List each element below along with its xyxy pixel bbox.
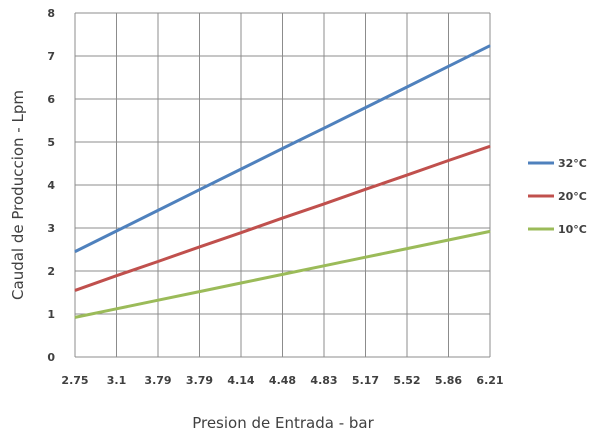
data-point xyxy=(157,261,159,263)
tick-labels: 0 1 2 3 4 5 6 7 8 2.75 3.1 3.79 3.79 4.14 4.48 4.83 5.17… xyxy=(47,7,503,387)
y-tick-label: 3 xyxy=(47,222,55,235)
legend-label: 10°C xyxy=(558,223,587,236)
y-tick-label: 2 xyxy=(47,265,55,278)
data-point xyxy=(74,289,76,291)
data-point xyxy=(323,203,325,205)
x-tick-label: 5.86 xyxy=(435,374,462,387)
x-tick-label: 3.79 xyxy=(186,374,213,387)
y-tick-label: 7 xyxy=(47,50,55,63)
data-point xyxy=(365,107,366,109)
legend-label: 20°C xyxy=(558,190,587,203)
y-tick-label: 4 xyxy=(47,179,55,192)
data-point xyxy=(365,188,366,190)
y-tick-label: 8 xyxy=(47,7,55,20)
y-tick-label: 0 xyxy=(47,351,55,364)
data-point xyxy=(323,265,325,267)
data-point xyxy=(448,159,449,161)
x-tick-label: 5.52 xyxy=(393,374,420,387)
data-point xyxy=(157,209,159,211)
x-axis-label: Presion de Entrada - bar xyxy=(192,414,374,432)
data-point xyxy=(489,145,491,147)
y-tick-label: 5 xyxy=(47,136,55,149)
data-point xyxy=(323,127,325,129)
data-point xyxy=(240,232,242,234)
data-point xyxy=(157,299,159,301)
x-tick-label: 4.14 xyxy=(227,374,254,387)
legend-label: 32°C xyxy=(558,157,587,170)
legend: 32°C 20°C 10°C xyxy=(528,157,587,236)
y-axis-label: Caudal de Produccion - Lpm xyxy=(9,90,27,300)
data-point xyxy=(116,230,117,232)
x-tick-label: 4.83 xyxy=(310,374,337,387)
data-point xyxy=(282,273,283,275)
data-point xyxy=(74,251,76,253)
data-point xyxy=(240,282,242,284)
data-point xyxy=(116,308,117,310)
x-tick-label: 6.21 xyxy=(476,374,503,387)
x-tick-label: 3.1 xyxy=(107,374,127,387)
data-point xyxy=(282,147,283,149)
data-point xyxy=(116,275,117,277)
data-point xyxy=(489,230,491,232)
data-point xyxy=(365,256,366,258)
data-point xyxy=(489,45,491,47)
data-point xyxy=(406,174,408,176)
data-point xyxy=(240,168,242,170)
y-tick-label: 6 xyxy=(47,93,55,106)
data-point xyxy=(406,248,408,250)
data-point xyxy=(199,291,200,293)
x-tick-label: 4.48 xyxy=(269,374,296,387)
data-point xyxy=(282,217,283,219)
y-tick-label: 1 xyxy=(47,308,55,321)
data-point xyxy=(74,316,76,318)
data-point xyxy=(406,86,408,88)
grid xyxy=(74,12,491,358)
x-tick-label: 3.79 xyxy=(144,374,171,387)
x-tick-label: 2.75 xyxy=(61,374,88,387)
series-lines xyxy=(74,44,491,319)
x-tick-label: 5.17 xyxy=(352,374,379,387)
data-point xyxy=(448,65,449,67)
data-point xyxy=(199,189,200,191)
data-point xyxy=(448,239,449,241)
data-point xyxy=(199,246,200,248)
